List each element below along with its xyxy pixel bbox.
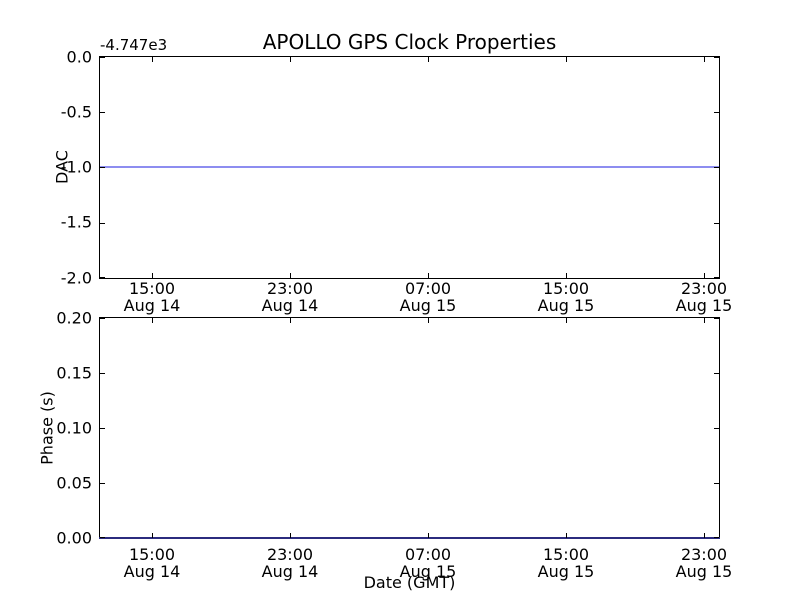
y-tick-label: -1.5: [60, 212, 92, 232]
figure-title: APOLLO GPS Clock Properties: [262, 30, 557, 54]
dac-plot-area: [99, 56, 720, 279]
tick-mark: [100, 57, 105, 58]
x-tick-label: 15:00 Aug 14: [124, 280, 181, 314]
x-tick-time: 23:00: [680, 545, 728, 564]
tick-mark: [714, 428, 719, 429]
x-tick-time: 23:00: [680, 279, 728, 298]
date-axis-label: Date (GMT): [363, 573, 456, 592]
tick-mark: [100, 428, 105, 429]
x-tick-date: Aug 15: [675, 296, 733, 315]
tick-mark: [714, 112, 719, 113]
x-tick-time: 07:00: [404, 545, 452, 564]
y-tick-label: 0.10: [56, 418, 92, 438]
tick-mark: [714, 223, 719, 224]
phase-axis-label: Phase (s): [37, 391, 57, 465]
x-tick-label: 15:00 Aug 15: [538, 546, 595, 580]
y-tick-label: 0.15: [56, 363, 92, 383]
x-tick-label: 07:00 Aug 15: [400, 280, 457, 314]
dac-axis-label: DAC: [52, 150, 72, 184]
x-tick-date: Aug 15: [537, 296, 595, 315]
x-tick-date: Aug 14: [123, 296, 181, 315]
tick-mark: [100, 223, 105, 224]
tick-mark: [714, 483, 719, 484]
tick-mark: [152, 273, 153, 278]
tick-mark: [704, 318, 705, 323]
tick-mark: [290, 533, 291, 538]
tick-mark: [428, 273, 429, 278]
tick-mark: [100, 318, 105, 319]
tick-mark: [100, 112, 105, 113]
x-tick-label: 23:00 Aug 14: [262, 280, 319, 314]
x-tick-date: Aug 14: [123, 562, 181, 581]
x-tick-label: 23:00 Aug 15: [676, 280, 733, 314]
tick-mark: [290, 318, 291, 323]
y-tick-label: -2.0: [60, 268, 92, 288]
tick-mark: [704, 57, 705, 62]
tick-mark: [566, 273, 567, 278]
tick-mark: [100, 373, 105, 374]
tick-mark: [152, 533, 153, 538]
tick-mark: [714, 57, 719, 58]
tick-mark: [566, 318, 567, 323]
y-tick-label: 0.0: [66, 47, 92, 67]
x-tick-date: Aug 15: [399, 562, 457, 581]
dac-series-line: [100, 166, 719, 168]
tick-mark: [714, 373, 719, 374]
x-tick-date: Aug 15: [675, 562, 733, 581]
tick-mark: [714, 167, 719, 168]
x-tick-time: 15:00: [542, 279, 590, 298]
x-tick-time: 23:00: [266, 279, 314, 298]
tick-mark: [704, 273, 705, 278]
x-tick-label: 23:00 Aug 15: [676, 546, 733, 580]
x-tick-time: 15:00: [128, 279, 176, 298]
tick-mark: [290, 273, 291, 278]
x-tick-date: Aug 14: [261, 296, 319, 315]
tick-mark: [428, 57, 429, 62]
tick-mark: [714, 318, 719, 319]
x-tick-time: 07:00: [404, 279, 452, 298]
tick-mark: [714, 277, 719, 278]
y-tick-label: 0.00: [56, 528, 92, 548]
tick-mark: [100, 277, 105, 278]
x-tick-date: Aug 15: [399, 296, 457, 315]
x-tick-date: Aug 14: [261, 562, 319, 581]
tick-mark: [714, 537, 719, 538]
phase-series-line: [99, 537, 720, 539]
y-tick-label: -0.5: [60, 102, 92, 122]
tick-mark: [566, 57, 567, 62]
x-tick-label: 07:00 Aug 15: [400, 546, 457, 580]
tick-mark: [100, 537, 105, 538]
y-tick-label: -1.0: [60, 157, 92, 177]
tick-mark: [100, 483, 105, 484]
tick-mark: [428, 533, 429, 538]
y-tick-label: 0.05: [56, 473, 92, 493]
tick-mark: [100, 167, 105, 168]
tick-mark: [152, 57, 153, 62]
x-tick-label: 15:00 Aug 15: [538, 280, 595, 314]
x-tick-time: 15:00: [542, 545, 590, 564]
tick-mark: [152, 318, 153, 323]
x-tick-label: 23:00 Aug 14: [262, 546, 319, 580]
tick-mark: [290, 57, 291, 62]
x-tick-time: 15:00: [128, 545, 176, 564]
tick-mark: [566, 533, 567, 538]
x-tick-date: Aug 15: [537, 562, 595, 581]
y-axis-offset-text: -4.747e3: [100, 36, 168, 54]
phase-plot-area: [99, 317, 720, 539]
y-tick-label: 0.20: [56, 308, 92, 328]
x-tick-label: 15:00 Aug 14: [124, 546, 181, 580]
x-tick-time: 23:00: [266, 545, 314, 564]
tick-mark: [428, 318, 429, 323]
tick-mark: [704, 533, 705, 538]
